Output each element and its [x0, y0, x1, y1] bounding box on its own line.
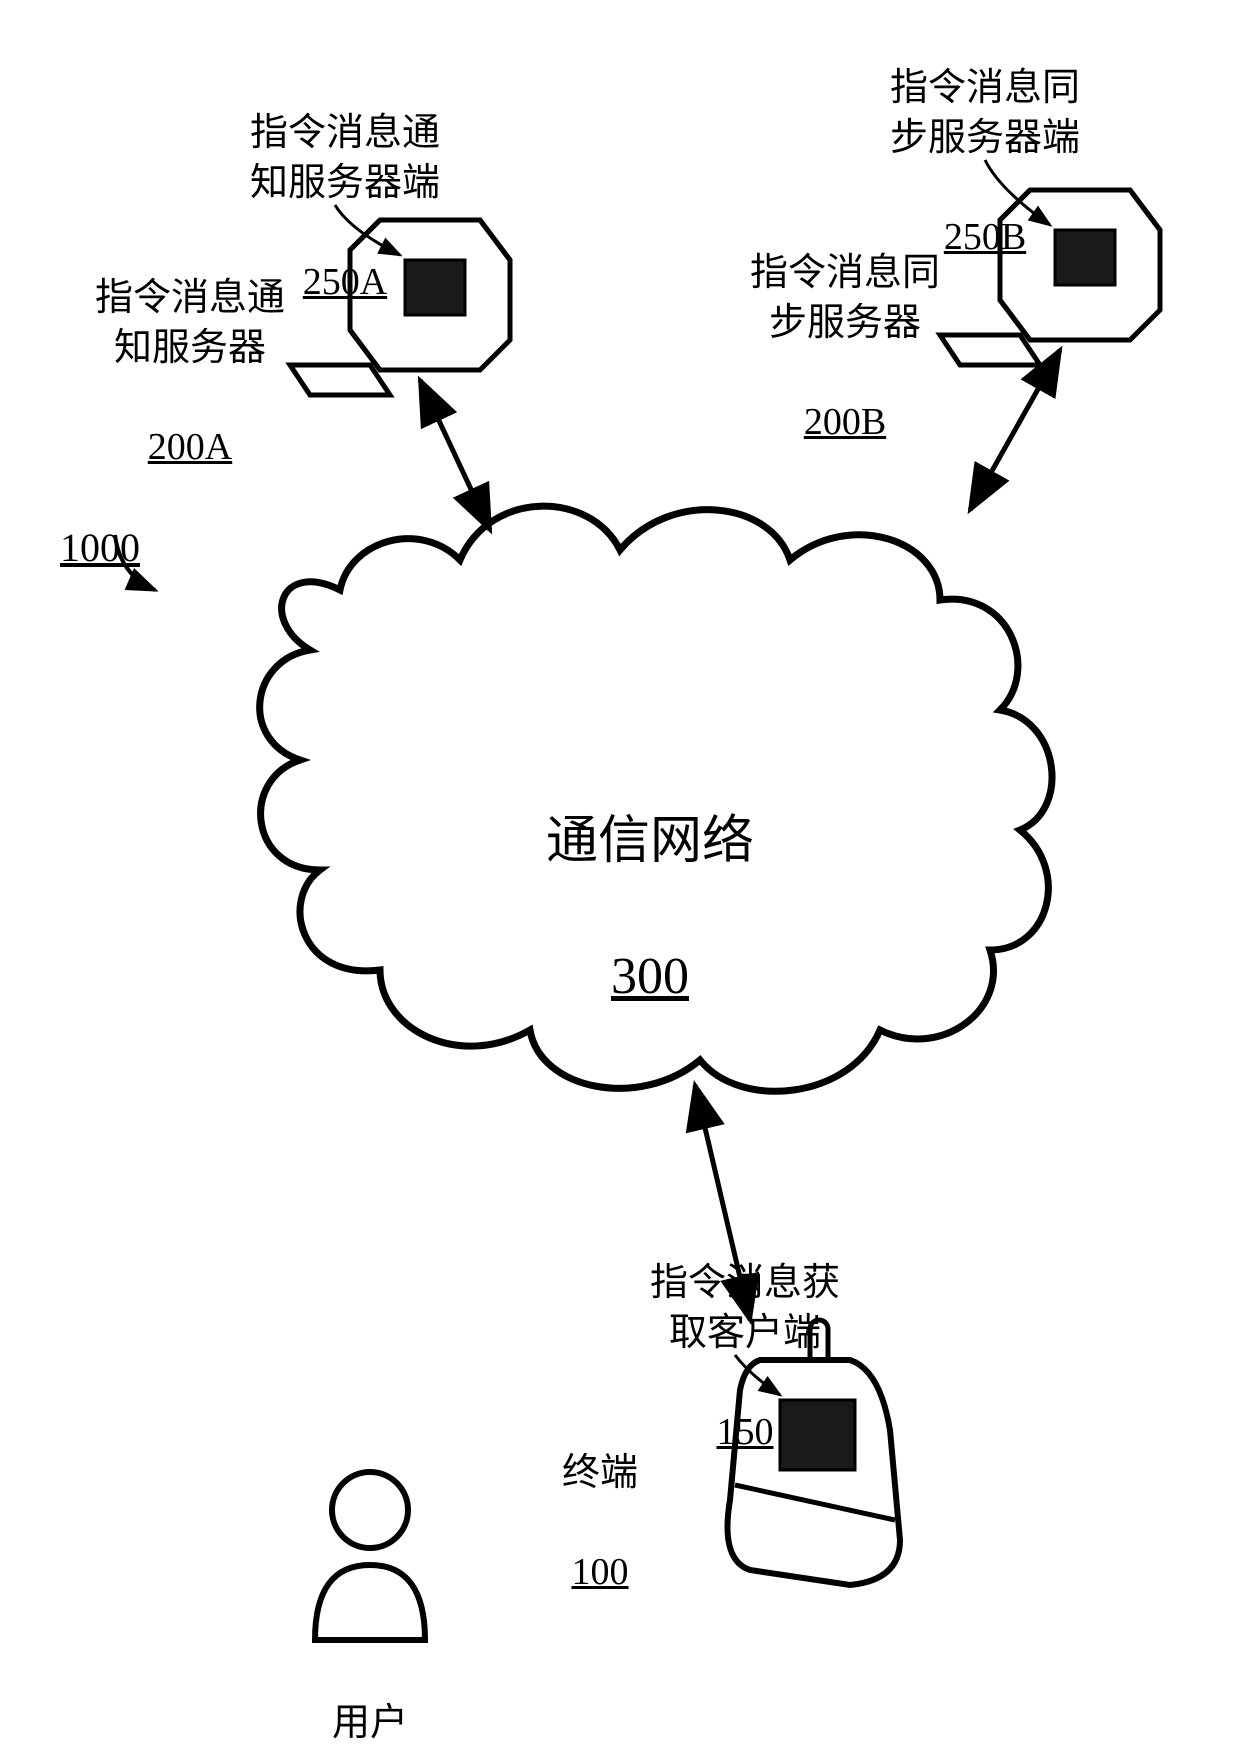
cloud-label-text: 通信网络	[546, 813, 754, 870]
server-a-ref: 200A	[148, 426, 232, 468]
server-b-ref: 200B	[804, 401, 886, 443]
terminal-callout-ref: 150	[717, 1411, 774, 1453]
terminal-label-text: 终端	[562, 1452, 638, 1494]
server-a-callout-text: 指令消息通 知服务器端	[250, 112, 440, 203]
terminal-callout-text: 指令消息获 取客户端	[650, 1262, 840, 1353]
terminal-ref: 100	[572, 1551, 629, 1593]
server-b-label: 指令消息同 步服务器 200B	[730, 200, 960, 447]
terminal-label: 终端 100	[530, 1400, 670, 1598]
diagram-canvas: 1000 通信网络 300 指令消息通 知服务器端 250A 指令消息通 知服务…	[0, 0, 1240, 1696]
cloud-ref: 300	[611, 948, 689, 1005]
system-ref-number: 1000	[60, 525, 140, 570]
server-a-label-text: 指令消息通 知服务器	[95, 277, 285, 368]
user-icon	[315, 1472, 425, 1640]
server-a-callout-ref: 250A	[303, 261, 387, 303]
user-label: 用户	[310, 1650, 430, 1749]
server-b-label-text: 指令消息同 步服务器	[750, 252, 940, 343]
server-b-callout-text: 指令消息同 步服务器端	[890, 67, 1080, 158]
cloud-label: 通信网络 300	[500, 740, 800, 1010]
server-a-label: 指令消息通 知服务器 200A	[75, 225, 305, 472]
system-ref: 1000	[60, 470, 140, 574]
user-label-text: 用户	[332, 1702, 408, 1744]
